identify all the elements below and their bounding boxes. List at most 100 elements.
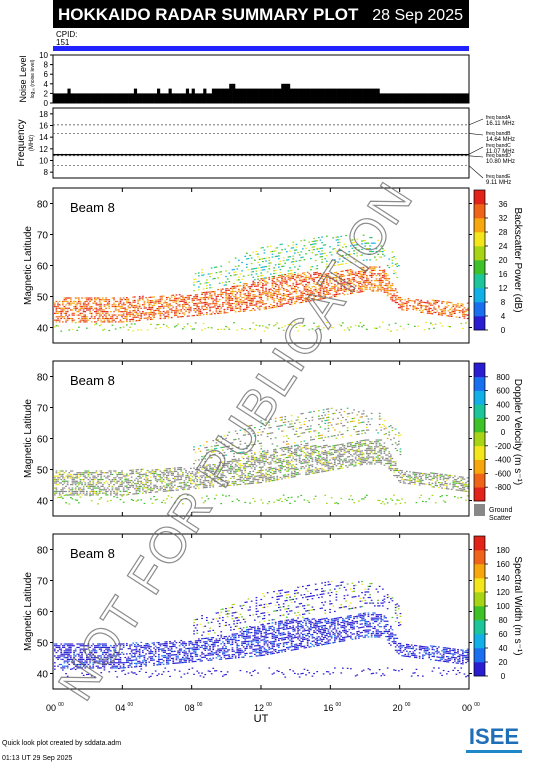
echo-pixel — [447, 305, 450, 307]
echo-pixel — [86, 477, 88, 479]
echo-pixel — [434, 299, 437, 302]
echo-pixel — [374, 327, 376, 329]
echo-pixel — [276, 247, 279, 249]
echo-pixel — [196, 479, 199, 481]
echo-pixel — [314, 287, 317, 289]
echo-pixel — [263, 454, 266, 456]
echo-pixel — [124, 475, 127, 477]
echo-pixel — [273, 457, 275, 459]
echo-pixel — [79, 300, 82, 303]
echo-pixel — [105, 304, 107, 306]
echo-pixel — [292, 247, 295, 249]
echo-pixel — [212, 299, 215, 301]
echo-pixel — [343, 282, 346, 284]
echo-pixel — [318, 415, 320, 417]
noise-bar — [284, 83, 288, 103]
echo-pixel — [260, 295, 263, 297]
echo-pixel — [202, 305, 205, 307]
echo-pixel — [318, 291, 320, 294]
echo-pixel — [68, 477, 71, 479]
echo-pixel — [295, 453, 298, 455]
echo-pixel — [215, 266, 218, 268]
echo-pixel — [151, 471, 154, 473]
echo-pixel — [396, 301, 399, 304]
noise-ytick-label: 0 — [44, 99, 49, 108]
echo-pixel — [313, 292, 315, 294]
echo-pixel — [108, 302, 111, 304]
echo-pixel — [114, 489, 117, 491]
echo-pixel — [446, 315, 448, 317]
echo-pixel — [266, 462, 269, 464]
echo-pixel — [161, 477, 163, 479]
echo-pixel — [132, 330, 135, 332]
echo-pixel — [167, 468, 170, 470]
echo-pixel — [266, 299, 269, 301]
noise-ytick-label: 4 — [44, 80, 49, 89]
echo-pixel — [319, 296, 322, 298]
echo-pixel — [270, 476, 272, 479]
echo-pixel — [308, 286, 311, 288]
echo-pixel — [126, 473, 128, 475]
echo-pixel — [60, 330, 63, 332]
echo-pixel — [182, 503, 184, 505]
echo-pixel — [218, 282, 221, 284]
echo-pixel — [134, 493, 136, 495]
echo-pixel — [260, 461, 263, 463]
echo-pixel — [350, 272, 352, 274]
echo-pixel — [263, 266, 266, 268]
echo-pixel — [98, 482, 101, 484]
echo-pixel — [260, 297, 263, 299]
echo-pixel — [121, 305, 123, 308]
noise-bar — [405, 93, 409, 103]
echo-pixel — [462, 303, 464, 305]
echo-pixel — [271, 289, 274, 292]
echo-pixel — [97, 319, 99, 321]
echo-pixel — [233, 482, 235, 484]
echo-pixel — [417, 299, 419, 301]
echo-pixel — [316, 265, 319, 267]
echo-pixel — [302, 256, 304, 258]
echo-pixel — [95, 487, 98, 489]
echo-pixel — [95, 299, 98, 301]
echo-pixel — [252, 299, 255, 301]
echo-pixel — [242, 284, 245, 287]
echo-pixel — [167, 312, 170, 314]
echo-pixel — [383, 255, 386, 257]
echo-pixel — [274, 250, 277, 252]
echo-pixel — [242, 310, 245, 312]
echo-pixel — [178, 304, 181, 306]
echo-pixel — [193, 467, 195, 469]
echo-pixel — [295, 301, 298, 303]
echo-pixel — [60, 309, 63, 311]
echo-pixel — [450, 307, 453, 309]
echo-pixel — [258, 307, 261, 309]
noise-bar — [324, 88, 328, 103]
echo-pixel — [55, 305, 58, 308]
echo-pixel — [119, 314, 122, 316]
echo-pixel — [455, 309, 458, 311]
echo-pixel — [94, 317, 96, 320]
echo-pixel — [330, 277, 333, 279]
echo-pixel — [322, 291, 325, 293]
echo-pixel — [234, 265, 237, 268]
echo-pixel — [130, 471, 133, 473]
echo-pixel — [297, 273, 299, 275]
echo-pixel — [321, 467, 323, 469]
echo-pixel — [254, 477, 256, 479]
echo-pixel — [324, 453, 327, 455]
echo-pixel — [66, 473, 69, 476]
echo-pixel — [209, 310, 211, 312]
echo-pixel — [257, 458, 259, 460]
echo-pixel — [217, 300, 219, 303]
echo-pixel — [130, 498, 133, 501]
echo-pixel — [297, 446, 299, 448]
echo-pixel — [119, 484, 122, 486]
freq-band-name: freq bandD — [486, 153, 511, 159]
echo-pixel — [138, 487, 141, 489]
echo-pixel — [230, 464, 232, 466]
echo-pixel — [199, 283, 202, 285]
echo-pixel — [255, 305, 258, 308]
echo-pixel — [204, 455, 207, 457]
echo-pixel — [90, 316, 93, 318]
echo-pixel — [417, 307, 419, 310]
